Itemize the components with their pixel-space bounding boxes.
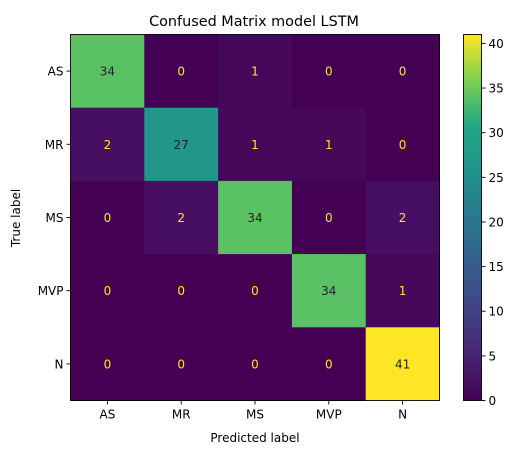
heatmap-cell	[291, 254, 367, 328]
y-tick-label: AS	[48, 65, 64, 79]
colorbar-tick-label: 0	[489, 394, 497, 408]
heatmap-cell	[365, 107, 440, 182]
heatmap-cell	[70, 327, 145, 401]
heatmap-cell	[144, 327, 219, 401]
heatmap-cell	[144, 180, 219, 255]
heatmap-cell	[144, 254, 219, 328]
cell-value-label: 0	[104, 211, 112, 225]
cell-value-label: 0	[399, 65, 407, 79]
x-tick-label: MVP	[316, 408, 342, 422]
cell-value-label: 34	[100, 65, 115, 79]
chart-title: Confused Matrix model LSTM	[149, 14, 359, 30]
cell-value-label: 34	[321, 284, 336, 298]
heatmap-cell	[218, 34, 293, 109]
heatmap-cell	[218, 107, 293, 182]
heatmap-cells	[70, 34, 440, 401]
colorbar-tick-label: 30	[489, 126, 504, 140]
cell-value-label: 1	[325, 138, 333, 152]
colorbar-tick-label: 5	[489, 349, 497, 363]
y-tick-label: MR	[45, 138, 64, 152]
cell-value-label: 1	[399, 284, 407, 298]
cell-value-label: 41	[395, 357, 410, 371]
heatmap-cell	[365, 34, 440, 109]
x-axis-ticks: AS MR MS MVP N	[99, 400, 407, 422]
heatmap-cell	[70, 254, 145, 328]
colorbar	[463, 34, 482, 401]
y-tick-label: MS	[46, 211, 64, 225]
cell-value-label: 0	[177, 357, 185, 371]
x-axis-label: Predicted label	[210, 431, 299, 445]
heatmap-cell	[218, 180, 293, 255]
cell-value-label: 2	[177, 211, 185, 225]
colorbar-ticks: 0 5 10 15 20 25 30 35 40	[481, 37, 504, 408]
cell-value-label: 27	[174, 138, 189, 152]
cell-value-label: 0	[251, 284, 259, 298]
cell-value-label: 2	[399, 211, 407, 225]
colorbar-tick-label: 40	[489, 37, 504, 51]
colorbar-tick-label: 35	[489, 82, 504, 96]
colorbar-tick-label: 25	[489, 171, 504, 185]
heatmap-cell	[365, 254, 440, 328]
y-tick-label: N	[55, 357, 64, 371]
cell-value-label: 1	[251, 65, 259, 79]
colorbar-tick-label: 10	[489, 305, 504, 319]
cell-value-label: 0	[325, 357, 333, 371]
cell-value-label: 0	[177, 284, 185, 298]
heatmap-cell	[218, 254, 293, 328]
cell-value-label: 0	[104, 357, 112, 371]
y-axis-label: True label	[9, 189, 23, 248]
heatmap-cell	[70, 180, 145, 255]
cell-value-label: 0	[325, 65, 333, 79]
heatmap-cell	[144, 107, 219, 182]
heatmap-cell	[291, 180, 367, 255]
colorbar-tick-label: 15	[489, 260, 504, 274]
heatmap-cell	[291, 107, 367, 182]
heatmap-cell	[144, 34, 219, 109]
heatmap-cell-labels: 34 0 1 0 0 2 27 1 1 0 0 2 34 0 2 0 0 0 34 1 0 0 0 0 41	[100, 65, 410, 372]
cell-value-label: 2	[104, 138, 112, 152]
cell-value-label: 0	[251, 357, 259, 371]
heatmap-cell	[365, 180, 440, 255]
cell-value-label: 0	[399, 138, 407, 152]
heatmap-cell	[70, 107, 145, 182]
x-tick-label: N	[398, 408, 407, 422]
heatmap-cell	[218, 327, 293, 401]
cell-value-label: 1	[251, 138, 259, 152]
y-axis-ticks: AS MR MS MVP N	[38, 65, 71, 371]
cell-value-label: 0	[104, 284, 112, 298]
heatmap-cell	[291, 34, 367, 109]
heatmap-cell	[365, 327, 440, 401]
colorbar-tick-label: 20	[489, 215, 504, 229]
y-tick-label: MVP	[38, 284, 64, 298]
heatmap-cell	[70, 34, 145, 109]
x-tick-label: MS	[246, 408, 264, 422]
cell-value-label: 34	[247, 211, 262, 225]
x-tick-label: AS	[99, 408, 115, 422]
x-tick-label: MR	[172, 408, 191, 422]
heatmap-cell	[291, 327, 367, 401]
cell-value-label: 0	[325, 211, 333, 225]
plot-frame	[70, 34, 440, 401]
cell-value-label: 0	[177, 65, 185, 79]
